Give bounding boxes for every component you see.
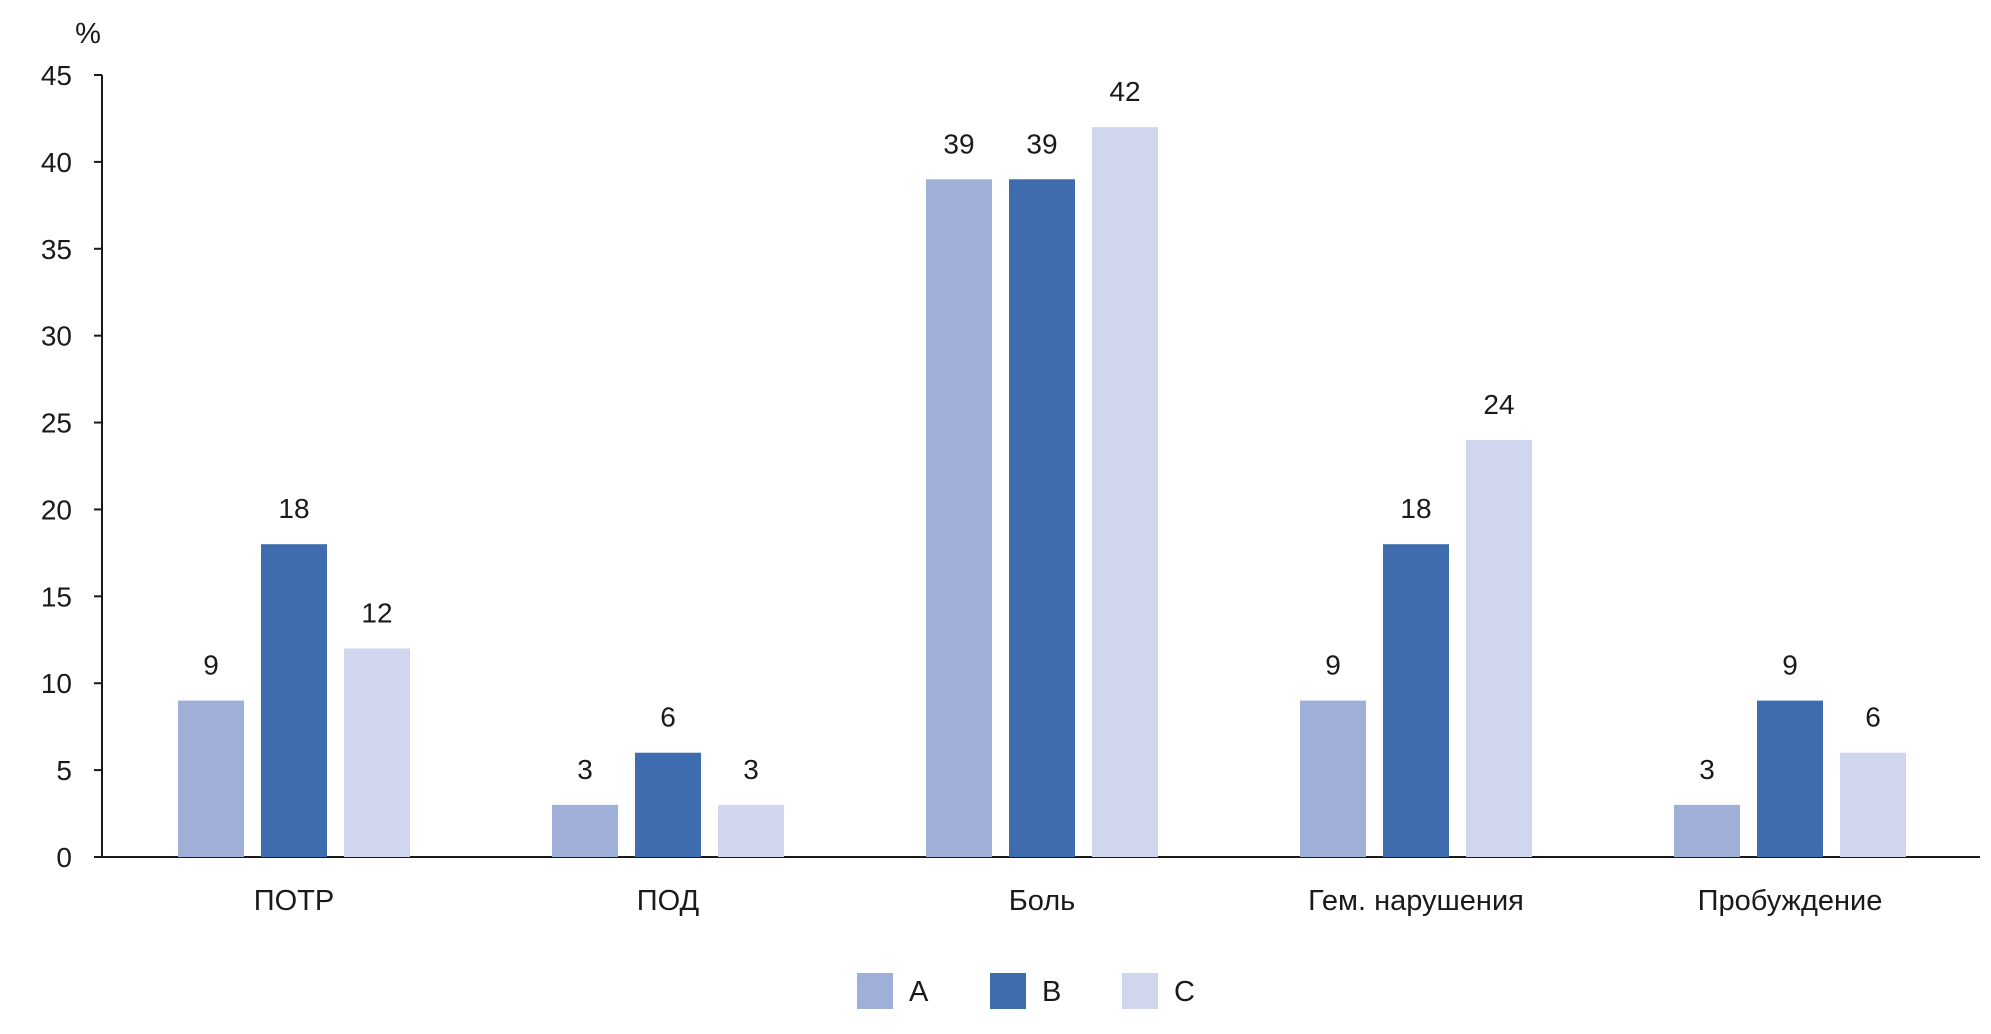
y-tick-label: 5 <box>56 755 72 786</box>
bar-value-label: 12 <box>361 597 392 628</box>
legend-swatch-c <box>1122 973 1158 1009</box>
bar-a <box>1300 700 1366 857</box>
legend-swatch-a <box>857 973 893 1009</box>
x-category-label: ПОД <box>637 885 700 917</box>
bar-value-label: 9 <box>203 650 219 681</box>
bar-value-label: 39 <box>1026 128 1057 159</box>
bar-b <box>1383 544 1449 857</box>
bar-value-label: 3 <box>577 754 593 785</box>
bar-value-label: 24 <box>1483 389 1514 420</box>
y-tick-label: 20 <box>41 494 72 525</box>
x-axis-labels: ПОТР ПОД Боль Гем. нарушения Пробуждение <box>254 885 1883 917</box>
bar-value-label: 6 <box>1865 702 1881 733</box>
x-category-label: Пробуждение <box>1698 885 1883 917</box>
legend-swatch-b <box>990 973 1026 1009</box>
y-tick-label: 15 <box>41 581 72 612</box>
y-tick-label: 40 <box>41 147 72 178</box>
bar-value-label: 6 <box>660 702 676 733</box>
bar-b <box>1757 700 1823 857</box>
bar-value-label: 3 <box>743 754 759 785</box>
x-category-label: Боль <box>1009 885 1076 917</box>
x-category-label: Гем. нарушения <box>1308 885 1524 917</box>
legend-label-c: C <box>1174 976 1195 1008</box>
x-category-label: ПОТР <box>254 885 334 917</box>
bar-value-label: 18 <box>278 493 309 524</box>
bar-c <box>1840 752 1906 857</box>
bar-value-label: 3 <box>1699 754 1715 785</box>
y-tick-label: 45 <box>41 60 72 91</box>
bar-b <box>261 544 327 857</box>
y-tick-label: 25 <box>41 408 72 439</box>
y-axis-unit-label: % <box>75 18 101 50</box>
y-tick-label: 30 <box>41 321 72 352</box>
bar-value-label: 39 <box>943 128 974 159</box>
bar-b <box>635 752 701 857</box>
bar-a <box>1674 804 1740 857</box>
bar-value-label: 18 <box>1400 493 1431 524</box>
bar-a <box>178 700 244 857</box>
bar-c <box>718 804 784 857</box>
bar-a <box>926 179 992 857</box>
bar-value-label: 9 <box>1325 650 1341 681</box>
bar-b <box>1009 179 1075 857</box>
legend: A B C <box>857 973 1195 1009</box>
legend-label-a: A <box>909 976 929 1008</box>
bar-a <box>552 804 618 857</box>
bar-c <box>1466 439 1532 857</box>
y-axis-ticks: 0 5 10 15 20 25 30 35 40 45 <box>41 60 102 873</box>
y-tick-label: 10 <box>41 668 72 699</box>
y-tick-label: 35 <box>41 234 72 265</box>
bar-value-label: 9 <box>1782 650 1798 681</box>
bar-c <box>344 648 410 857</box>
bar-value-label: 42 <box>1109 76 1140 107</box>
bar-c <box>1092 127 1158 858</box>
legend-label-b: B <box>1042 976 1061 1008</box>
y-tick-label: 0 <box>56 842 72 873</box>
